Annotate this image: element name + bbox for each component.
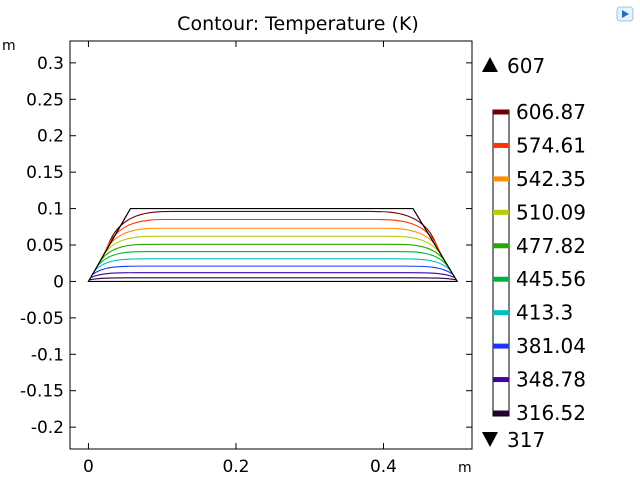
legend-label: 348.78 — [516, 368, 586, 392]
x-tick-label: 0 — [83, 457, 94, 477]
contour-line — [93, 258, 452, 272]
legend-label: 574.61 — [516, 133, 586, 157]
domain-outline — [87, 207, 459, 283]
contour-line — [95, 251, 450, 269]
legend-swatch — [493, 343, 509, 349]
max-value-triangle-icon — [482, 57, 498, 72]
legend-swatch — [493, 276, 509, 282]
x-axis: 0 0.2 0.4 — [83, 41, 397, 477]
legend-swatch — [493, 109, 509, 115]
legend-max-value: 607 — [507, 54, 545, 78]
contour-line — [97, 243, 448, 265]
contour-line — [89, 277, 457, 281]
toolbar-icon[interactable] — [616, 6, 634, 22]
y-tick-label: 0.2 — [37, 127, 64, 147]
legend-min-value: 317 — [507, 428, 545, 452]
legend-swatch — [493, 209, 509, 215]
legend-label: 316.52 — [516, 401, 586, 425]
y-tick-label: -0.2 — [31, 418, 64, 438]
y-tick-label: -0.1 — [31, 345, 64, 365]
min-value-triangle-icon — [482, 432, 498, 447]
x-axis-unit: m — [458, 460, 472, 476]
y-axis-unit: m — [2, 38, 16, 54]
y-axis: 0.3 0.25 0.2 0.15 0.1 0.05 0 -0.05 -0.1 -0.15 -0.2 — [20, 54, 472, 438]
legend-label: 510.09 — [516, 200, 586, 224]
y-tick-label: 0.3 — [37, 54, 64, 74]
y-tick-label: -0.05 — [20, 309, 64, 329]
contour-line — [101, 227, 444, 258]
y-tick-label: 0.05 — [26, 236, 64, 256]
legend-label: 413.3 — [516, 301, 573, 325]
legend-label: 381.04 — [516, 334, 586, 358]
legend-label: 477.82 — [516, 234, 586, 258]
legend-label: 445.56 — [516, 267, 586, 291]
legend-swatch — [493, 243, 509, 249]
color-legend: 607 606.87 574.61 542.35 510.09 477.82 445.56… — [482, 54, 586, 452]
legend-swatch — [493, 310, 509, 316]
legend-swatch — [493, 176, 509, 182]
legend-swatch — [493, 142, 509, 148]
y-tick-label: 0.15 — [26, 163, 64, 183]
contour-lines — [89, 210, 457, 281]
x-tick-label: 0.2 — [222, 457, 249, 477]
legend-label: 542.35 — [516, 167, 586, 191]
contour-line — [103, 218, 441, 254]
y-tick-label: 0 — [53, 272, 64, 292]
legend-label: 606.87 — [516, 100, 586, 124]
legend-swatch — [493, 377, 509, 383]
chart-title: Contour: Temperature (K) — [177, 13, 419, 35]
contour-line — [92, 265, 454, 275]
y-tick-label: -0.15 — [20, 382, 64, 402]
y-tick-label: 0.25 — [26, 90, 64, 110]
x-tick-label: 0.4 — [370, 457, 397, 477]
contour-line — [90, 272, 456, 278]
contour-line — [99, 235, 446, 262]
legend-swatch — [493, 410, 509, 416]
y-tick-label: 0.1 — [37, 200, 64, 220]
legend-bar — [492, 109, 510, 417]
